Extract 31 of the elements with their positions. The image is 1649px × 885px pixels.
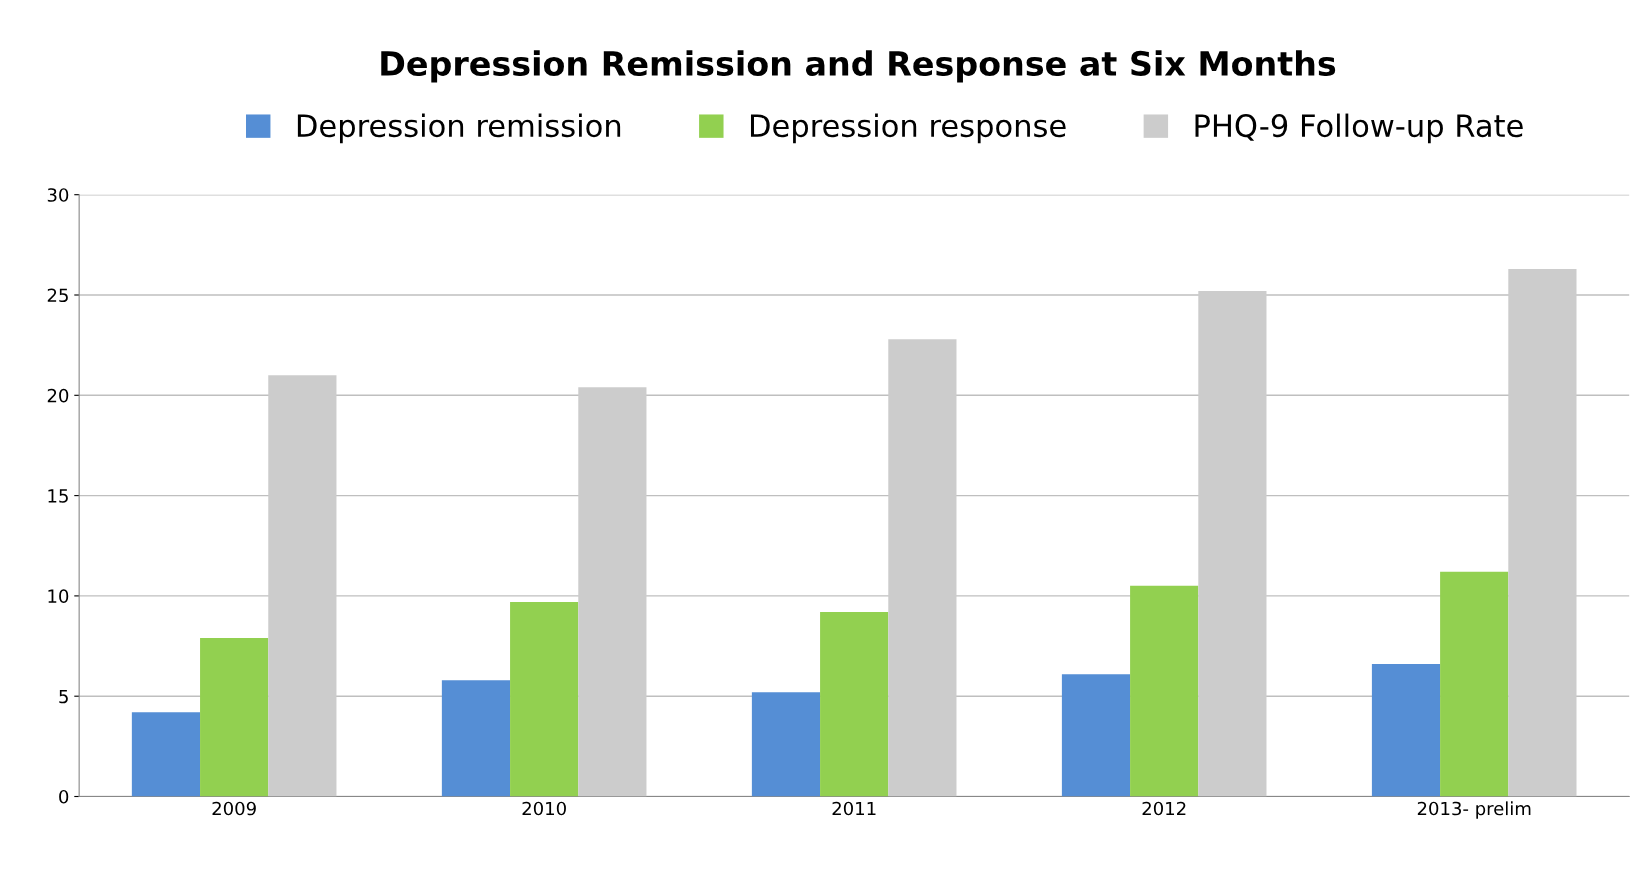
bar	[1440, 571, 1509, 797]
x-tick-label: 2009	[212, 801, 256, 816]
legend-label: Depression remission	[297, 113, 621, 144]
bar	[510, 601, 579, 797]
bar	[1508, 268, 1577, 797]
bar	[200, 638, 269, 797]
x-tick-label: 2013- prelim	[1417, 801, 1531, 819]
bar	[1061, 674, 1131, 797]
bar	[1198, 290, 1267, 797]
y-tick-label: 5	[59, 689, 68, 704]
x-tick-label: 2011	[832, 801, 876, 816]
legend-label: Depression response	[750, 113, 1066, 144]
y-tick-label: 30	[47, 188, 69, 202]
y-tick-label: 25	[47, 288, 68, 303]
legend-label: PHQ-9 Follow-up Rate	[1195, 113, 1523, 144]
y-tick-label: 0	[59, 789, 69, 804]
y-tick-label: 10	[48, 589, 69, 604]
bar	[888, 339, 957, 797]
bar	[578, 387, 647, 797]
chart-title: Depression Remission and Response at Six Months	[381, 50, 1336, 83]
x-tick-label: 2012	[1142, 801, 1186, 816]
bar	[1371, 664, 1441, 797]
y-tick-label: 15	[48, 489, 68, 503]
bar	[131, 712, 201, 797]
bar	[751, 692, 821, 797]
bar	[268, 375, 337, 797]
bar	[441, 680, 511, 797]
x-tick-label: 2010	[522, 801, 566, 816]
y-tick-label: 20	[47, 388, 69, 403]
bar	[1130, 585, 1199, 797]
bar	[820, 611, 889, 797]
